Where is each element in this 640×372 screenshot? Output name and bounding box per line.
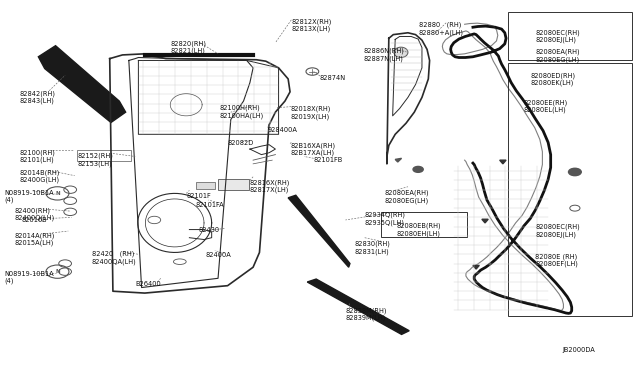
Text: N08919-10B1A
(4): N08919-10B1A (4) <box>4 271 54 285</box>
Text: 82016B: 82016B <box>22 217 47 223</box>
Text: 82082D: 82082D <box>228 140 254 146</box>
Polygon shape <box>500 160 506 164</box>
Text: 82100H(RH)
82100HA(LH): 82100H(RH) 82100HA(LH) <box>220 105 264 119</box>
Text: 82080E (RH)
82080EF(LH): 82080E (RH) 82080EF(LH) <box>536 253 579 267</box>
Polygon shape <box>288 195 350 267</box>
Text: 82014B(RH)
82400G(LH): 82014B(RH) 82400G(LH) <box>19 169 60 183</box>
Bar <box>196 182 215 189</box>
Text: 82080EE(RH)
82080EL(LH): 82080EE(RH) 82080EL(LH) <box>524 99 568 113</box>
Text: 82838M(RH)
82839M(LH): 82838M(RH) 82839M(LH) <box>346 307 387 321</box>
Text: 82080ED(RH)
82080EK(LH): 82080ED(RH) 82080EK(LH) <box>531 72 575 86</box>
Text: 82080EC(RH)
82080EJ(LH): 82080EC(RH) 82080EJ(LH) <box>536 29 580 43</box>
Polygon shape <box>395 158 401 162</box>
Text: 82080EA(RH)
82080EG(LH): 82080EA(RH) 82080EG(LH) <box>385 190 429 204</box>
Text: 82430: 82430 <box>199 227 220 233</box>
Text: B26400: B26400 <box>135 281 161 287</box>
Bar <box>508 63 632 316</box>
Text: 82874N: 82874N <box>320 75 346 81</box>
Text: 82934Q(RH)
82935Q(LH): 82934Q(RH) 82935Q(LH) <box>365 212 406 226</box>
Polygon shape <box>482 219 488 223</box>
Text: 82100(RH)
82101(LH): 82100(RH) 82101(LH) <box>19 149 55 163</box>
Text: 82820(RH)
82821(LH): 82820(RH) 82821(LH) <box>170 40 206 54</box>
Text: 82080EB(RH)
82080EH(LH): 82080EB(RH) 82080EH(LH) <box>396 223 441 237</box>
Bar <box>77 150 131 161</box>
Text: 82830(RH)
82831(LH): 82830(RH) 82831(LH) <box>355 241 390 255</box>
Text: 82842(RH)
82843(LH): 82842(RH) 82843(LH) <box>19 90 55 104</box>
Text: 82B16XA(RH)
82B17XA(LH): 82B16XA(RH) 82B17XA(LH) <box>290 142 335 157</box>
Circle shape <box>568 168 581 176</box>
Ellipse shape <box>394 47 408 58</box>
Text: 82080EC(RH)
82080EJ(LH): 82080EC(RH) 82080EJ(LH) <box>536 224 580 238</box>
Circle shape <box>413 166 423 172</box>
Text: N: N <box>55 190 60 196</box>
Bar <box>218 179 248 190</box>
Text: N08919-10B1A
(4): N08919-10B1A (4) <box>4 190 54 203</box>
Bar <box>381 212 467 237</box>
Polygon shape <box>38 46 125 122</box>
Text: 82400A: 82400A <box>205 253 231 259</box>
Text: 928400A: 928400A <box>268 127 298 133</box>
Text: 82018X(RH)
82019X(LH): 82018X(RH) 82019X(LH) <box>290 106 330 119</box>
Text: N: N <box>55 269 60 274</box>
Text: 82400(RH)
82400Q(LH): 82400(RH) 82400Q(LH) <box>14 208 54 221</box>
Text: 82101FB: 82101FB <box>314 157 343 163</box>
Text: 82420   (RH)
82400QA(LH): 82420 (RH) 82400QA(LH) <box>92 251 136 264</box>
Bar <box>508 13 632 61</box>
Text: 82816X(RH)
82817X(LH): 82816X(RH) 82817X(LH) <box>250 179 291 193</box>
Text: 82812X(RH)
82813X(LH): 82812X(RH) 82813X(LH) <box>291 18 332 32</box>
Text: 82152(RH)
82153(LH): 82152(RH) 82153(LH) <box>78 153 114 167</box>
Text: 82880   (RH)
82880+A(LH): 82880 (RH) 82880+A(LH) <box>419 22 464 36</box>
Text: 82080EA(RH)
82080EG(LH): 82080EA(RH) 82080EG(LH) <box>536 49 580 62</box>
Text: 82101FA: 82101FA <box>196 202 225 208</box>
Text: JB2000DA: JB2000DA <box>562 347 595 353</box>
Text: 82101F: 82101F <box>186 193 211 199</box>
Text: 82014A(RH)
82015A(LH): 82014A(RH) 82015A(LH) <box>14 232 54 246</box>
Text: 82886N(RH)
82887N(LH): 82886N(RH) 82887N(LH) <box>364 48 404 61</box>
Polygon shape <box>473 265 479 269</box>
Polygon shape <box>307 279 409 334</box>
